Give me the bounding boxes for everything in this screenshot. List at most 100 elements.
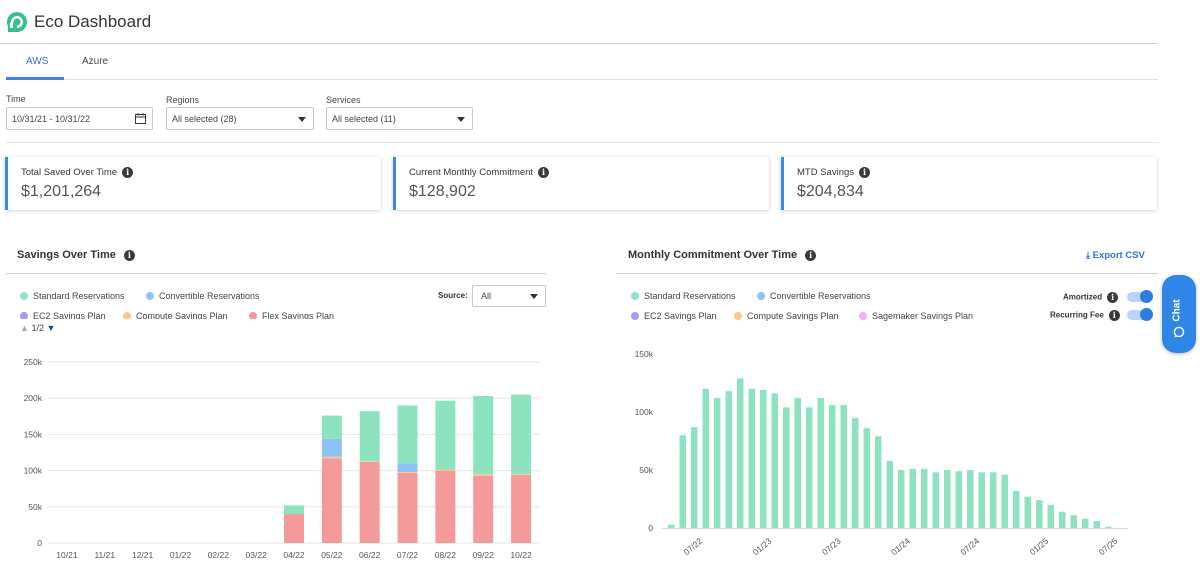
info-icon[interactable]: i <box>538 167 550 178</box>
source-label: Source: <box>438 291 468 300</box>
y-tick-label: 50k <box>28 502 42 512</box>
legend-item-convertible-reservations[interactable]: Convertible Reservations <box>146 291 260 301</box>
tab-azure[interactable]: Azure <box>82 56 109 67</box>
commitment-title-text: Monthly Commitment Over Time <box>628 249 798 261</box>
tab-aws[interactable]: AWS <box>26 56 49 67</box>
legend-swatch <box>859 312 867 320</box>
bar <box>702 388 709 528</box>
legend-item-flex-savings-plan[interactable]: Flex Savings Plan <box>249 311 334 319</box>
chevron-down-icon <box>457 117 465 122</box>
y-tick-label: 150k <box>635 349 654 359</box>
bar <box>944 470 951 528</box>
bar <box>921 468 928 528</box>
legend-item-standard-reservations[interactable]: Standard Reservations <box>20 291 125 301</box>
legend-swatch <box>631 312 639 320</box>
services-select[interactable]: All selected (11) <box>326 107 473 130</box>
amortized-toggle-label: Amortized i <box>1063 292 1119 303</box>
legend-item-ec2-savings-plan[interactable]: EC2 Savings Plan <box>631 311 717 321</box>
bar <box>886 460 893 528</box>
legend-label: Compute Savings Plan <box>136 311 228 319</box>
y-tick-label: 100k <box>635 407 654 417</box>
x-tick-label: 09/22 <box>473 550 495 560</box>
info-icon[interactable]: i <box>123 249 135 261</box>
x-tick-label: 05/22 <box>321 550 343 560</box>
kpi-value: $1,201,264 <box>21 183 102 200</box>
pager-prev-icon[interactable]: ▲ <box>20 323 29 333</box>
bar <box>771 393 778 528</box>
bar-segment <box>435 469 456 471</box>
kpi-label: MTD Savings <box>797 167 855 179</box>
bar <box>1013 490 1020 528</box>
bar-segment <box>397 472 418 543</box>
legend-swatch <box>20 292 28 300</box>
bar <box>714 398 721 528</box>
chevron-down-icon <box>298 117 306 122</box>
bar-segment <box>397 472 418 473</box>
amortized-toggle[interactable] <box>1127 290 1153 303</box>
source-select[interactable]: All <box>472 285 546 307</box>
bar-segment <box>359 411 380 462</box>
legend-label: EC2 Savings Plan <box>644 311 717 321</box>
bar <box>852 417 859 528</box>
chevron-down-icon <box>530 294 538 299</box>
eco-logo-icon <box>7 12 27 32</box>
legend-row-clipped: EC2 Savings Plan Compute Savings Plan Fl… <box>0 309 546 319</box>
legend-item-convertible-reservations[interactable]: Convertible Reservations <box>757 291 871 301</box>
bar-segment <box>397 463 418 473</box>
legend-label: EC2 Savings Plan <box>33 311 106 319</box>
info-icon[interactable]: i <box>1107 292 1119 303</box>
legend-label: Compute Savings Plan <box>747 311 839 321</box>
legend-item-compute-savings-plan[interactable]: Compute Savings Plan <box>734 311 839 321</box>
legend-item-ec2-savings-plan[interactable]: EC2 Savings Plan <box>20 311 106 319</box>
legend-label: Flex Savings Plan <box>262 311 335 319</box>
recurring-fee-toggle[interactable] <box>1127 308 1153 321</box>
x-tick-label: 12/21 <box>132 550 154 560</box>
x-tick-label: 07/25 <box>1097 536 1120 558</box>
services-filter-label: Services <box>326 95 361 105</box>
services-select-value: All selected (11) <box>332 114 396 124</box>
bar <box>990 472 997 528</box>
bar <box>829 405 836 528</box>
bar <box>840 405 847 528</box>
bar <box>691 427 698 528</box>
bar-segment <box>359 461 380 462</box>
time-range-picker[interactable]: 10/31/21 - 10/31/22 <box>6 107 153 130</box>
savings-title-text: Savings Over Time <box>17 249 116 261</box>
info-icon[interactable]: i <box>1108 310 1120 321</box>
y-tick-label: 0 <box>648 523 653 533</box>
bar <box>955 471 962 528</box>
time-range-value: 10/31/21 - 10/31/22 <box>12 114 91 124</box>
pager-next-icon[interactable]: ▼ <box>46 323 56 333</box>
bar-segment <box>284 514 304 543</box>
legend-swatch <box>631 292 639 300</box>
x-tick-label: 01/24 <box>889 536 912 558</box>
x-tick-label: 07/24 <box>958 536 981 558</box>
chat-button[interactable]: Chat <box>1162 275 1196 353</box>
bar <box>748 388 755 528</box>
bar-segment <box>473 475 494 543</box>
legend-label: Convertible Reservations <box>770 291 871 301</box>
chat-bubble-icon <box>1173 326 1185 338</box>
legend-item-compute-savings-plan[interactable]: Compute Savings Plan <box>123 311 228 319</box>
info-icon[interactable]: i <box>122 167 134 178</box>
bar-segment <box>435 400 456 470</box>
legend-item-standard-reservations[interactable]: Standard Reservations <box>631 291 736 301</box>
regions-filter-label: Regions <box>166 95 200 105</box>
bar <box>932 472 939 528</box>
regions-select[interactable]: All selected (28) <box>166 107 314 130</box>
toggle-label-text: Amortized <box>1063 292 1103 302</box>
export-csv-link[interactable]: ⤓ Export CSV <box>1086 250 1145 261</box>
bar-segment <box>397 405 418 464</box>
bar-segment <box>511 394 532 475</box>
bar <box>978 472 985 528</box>
info-icon[interactable]: i <box>859 167 871 178</box>
bar <box>1093 521 1100 528</box>
bar <box>1059 511 1066 528</box>
bar-segment <box>321 458 342 543</box>
bar <box>668 524 675 528</box>
legend-item-sagemaker-savings-plan[interactable]: Sagemaker Savings Plan <box>859 311 973 321</box>
kpi-value: $204,834 <box>797 183 864 200</box>
info-icon[interactable]: i <box>805 249 817 261</box>
y-tick-label: 50k <box>639 465 653 475</box>
legend-label: Standard Reservations <box>644 291 736 301</box>
